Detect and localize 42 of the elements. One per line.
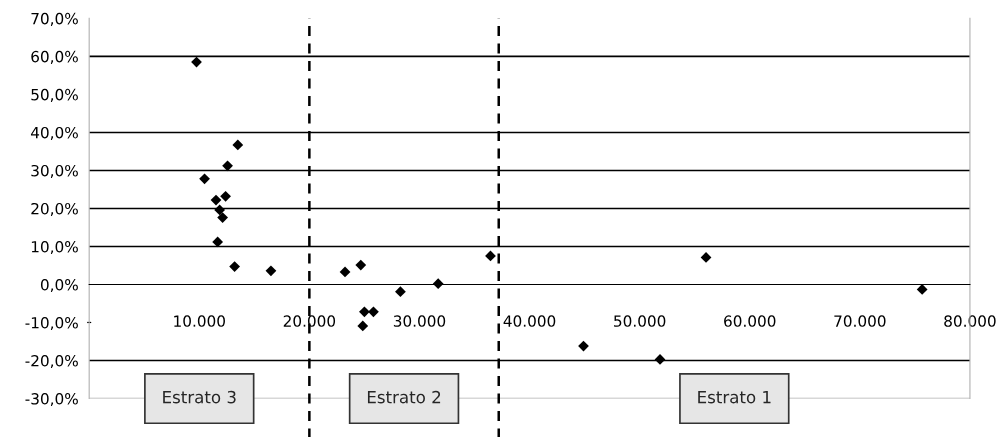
point xyxy=(368,306,379,318)
point xyxy=(265,265,277,277)
point xyxy=(199,173,210,185)
x-tick-label: 30.000 xyxy=(393,315,446,327)
point xyxy=(432,278,444,290)
point xyxy=(654,354,666,365)
y-tick-label: 60,0% xyxy=(31,50,78,64)
x-tick-label: 50.000 xyxy=(614,315,666,327)
x-tick-label: - xyxy=(87,321,92,324)
y-tick-label: -10,0% xyxy=(25,316,78,331)
y-tick-label: 70,0% xyxy=(31,12,78,26)
point xyxy=(220,190,231,202)
x-tick-label: 40.000 xyxy=(503,315,556,327)
point xyxy=(229,261,240,272)
point xyxy=(232,139,244,151)
x-tick-label: 70.000 xyxy=(834,315,886,327)
y-tick-label: 0,0% xyxy=(40,278,78,293)
point xyxy=(210,194,222,206)
x-tick-label: 80.000 xyxy=(944,315,996,327)
point xyxy=(214,204,226,216)
point xyxy=(357,320,369,332)
point xyxy=(222,160,233,172)
point xyxy=(395,286,406,298)
x-tick-label: 10.000 xyxy=(174,315,225,327)
y-tick-label: -30,0% xyxy=(25,393,78,407)
y-tick-label: 30,0% xyxy=(31,164,78,179)
point xyxy=(339,266,351,278)
annotation: Estrato 2 xyxy=(367,390,441,404)
point xyxy=(355,259,367,271)
annotation: Estrato 1 xyxy=(698,390,771,404)
point xyxy=(217,212,228,223)
annotation: Estrato 3 xyxy=(163,390,236,404)
y-tick-label: 10,0% xyxy=(31,240,78,255)
y-tick-label: 50,0% xyxy=(31,88,78,102)
point xyxy=(359,306,370,318)
x-tick-label: 60.000 xyxy=(724,315,776,327)
y-tick-label: 40,0% xyxy=(30,126,78,140)
y-tick-label: -20,0% xyxy=(25,354,78,369)
point xyxy=(916,284,928,295)
point xyxy=(212,236,224,248)
x-tick-label: 20.000 xyxy=(283,315,336,327)
y-tick-label: 20,0% xyxy=(31,202,78,217)
